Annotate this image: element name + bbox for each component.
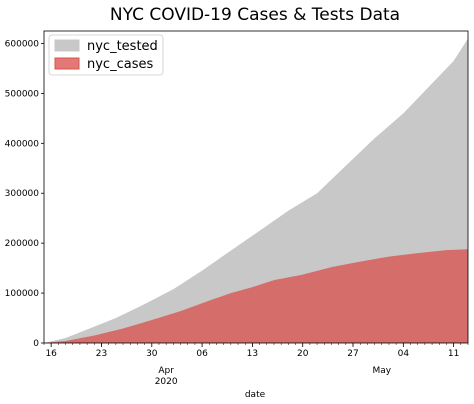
x-tick-label: 27	[347, 349, 358, 359]
plot-area	[43, 30, 469, 344]
y-tick-label: 100000	[5, 289, 40, 299]
y-tick-label: 0	[33, 339, 39, 349]
x-tick-label: 30	[146, 349, 158, 359]
legend-label-nyc-tested: nyc_tested	[87, 39, 158, 54]
x-tick-label: 04	[398, 349, 410, 359]
x-tick-label: 11	[448, 349, 459, 359]
y-tick-label: 300000	[5, 189, 40, 199]
x-tick-label: 23	[96, 349, 107, 359]
y-axis: 0 100000 200000 300000 400000 500000 600000	[5, 39, 44, 349]
chart-title: NYC COVID-19 Cases & Tests Data	[110, 5, 400, 25]
x-tick-label: 16	[45, 349, 57, 359]
plot-frame	[43, 30, 469, 344]
x-month-label: Apr	[158, 366, 174, 376]
area-nyc-cases	[44, 249, 468, 343]
x-tick-label: 13	[247, 349, 258, 359]
legend-label-nyc-cases: nyc_cases	[87, 57, 153, 72]
x-tick-label: 06	[196, 349, 208, 359]
y-tick-label: 500000	[5, 89, 40, 99]
legend-swatch-nyc-cases	[54, 57, 80, 70]
legend: nyc_tested nyc_cases	[48, 34, 164, 76]
x-tick-label: 20	[297, 349, 309, 359]
y-tick-label: 600000	[5, 39, 40, 49]
legend-swatch-nyc-tested	[54, 39, 80, 52]
x-month-label: May	[372, 366, 391, 376]
y-tick-label: 200000	[5, 239, 40, 249]
y-tick-label: 400000	[5, 139, 40, 149]
x-axis-label: date	[245, 390, 266, 400]
x-year-label: 2020	[155, 377, 178, 387]
